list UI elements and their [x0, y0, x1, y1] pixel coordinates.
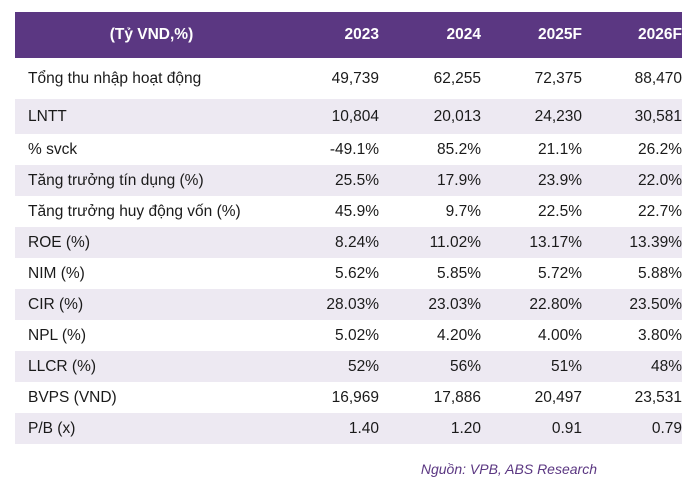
- cell-value: 13.39%: [629, 233, 682, 251]
- table-row: Tăng trưởng huy động vốn (%) 45.9% 9.7% …: [15, 196, 682, 227]
- cell-value: 51%: [550, 357, 582, 375]
- cell-value: 23.03%: [428, 295, 481, 313]
- row-label: LLCR (%): [28, 357, 97, 375]
- cell-value: 52%: [347, 357, 379, 375]
- table-row: BVPS (VND) 16,969 17,886 20,497 23,531: [15, 382, 682, 413]
- table-row: NPL (%) 5.02% 4.20% 4.00% 3.80%: [15, 320, 682, 351]
- cell-value: 11.02%: [429, 233, 481, 251]
- header-2024: 2024: [446, 26, 481, 43]
- cell-value: 72,375: [534, 69, 582, 87]
- cell-value: 48%: [650, 357, 682, 375]
- row-label: CIR (%): [28, 295, 84, 313]
- row-label: NPL (%): [28, 326, 86, 344]
- table-row: % svck -49.1% 85.2% 21.1% 26.2%: [15, 134, 682, 165]
- cell-value: 1.20: [450, 419, 481, 437]
- cell-value: 23.9%: [538, 171, 582, 189]
- cell-value: 45.9%: [335, 202, 379, 220]
- row-label: LNTT: [28, 107, 67, 125]
- cell-value: 20,497: [534, 388, 582, 406]
- table-row: NIM (%) 5.62% 5.85% 5.72% 5.88%: [15, 258, 682, 289]
- table-row: P/B (x) 1.40 1.20 0.91 0.79: [15, 413, 682, 444]
- row-label: BVPS (VND): [28, 388, 117, 406]
- cell-value: 10,804: [331, 107, 379, 125]
- cell-value: 9.7%: [445, 202, 481, 220]
- row-label: ROE (%): [28, 233, 90, 251]
- cell-value: 25.5%: [335, 171, 379, 189]
- cell-value: 5.72%: [538, 264, 582, 282]
- cell-value: 28.03%: [326, 295, 379, 313]
- cell-value: 85.2%: [437, 140, 481, 158]
- cell-value: 0.79: [651, 419, 682, 437]
- cell-value: 23.50%: [629, 295, 682, 313]
- cell-value: 3.80%: [638, 326, 682, 344]
- cell-value: 22.5%: [538, 202, 582, 220]
- cell-value: 4.00%: [538, 326, 582, 344]
- row-label: % svck: [28, 140, 78, 158]
- cell-value: 49,739: [331, 69, 379, 87]
- cell-value: 20,013: [433, 107, 481, 125]
- cell-value: 22.7%: [638, 202, 682, 220]
- cell-value: 26.2%: [638, 140, 682, 158]
- row-label: NIM (%): [28, 264, 85, 282]
- cell-value: 22.80%: [529, 295, 582, 313]
- row-label: P/B (x): [28, 419, 76, 437]
- row-label: Tăng trưởng tín dụng (%): [28, 171, 204, 189]
- cell-value: 22.0%: [638, 171, 682, 189]
- cell-value: 5.02%: [335, 326, 379, 344]
- table-header-row: (Tỷ VND,%) 2023 2024 2025F 2026F: [15, 12, 682, 58]
- cell-value: 56%: [449, 357, 481, 375]
- cell-value: 8.24%: [335, 233, 379, 251]
- row-label: Tăng trưởng huy động vốn (%): [28, 202, 241, 220]
- cell-value: 5.85%: [437, 264, 481, 282]
- cell-value: 16,969: [331, 388, 379, 406]
- table-row: Tăng trưởng tín dụng (%) 25.5% 17.9% 23.…: [15, 165, 682, 196]
- source-note: Nguồn: VPB, ABS Research: [420, 461, 597, 477]
- cell-value: -49.1%: [329, 140, 379, 158]
- header-unit: (Tỷ VND,%): [109, 26, 194, 43]
- cell-value: 0.91: [551, 419, 582, 437]
- cell-value: 88,470: [634, 69, 682, 87]
- cell-value: 17.9%: [437, 171, 481, 189]
- header-2026f: 2026F: [638, 26, 682, 43]
- cell-value: 23,531: [634, 388, 682, 406]
- cell-value: 21.1%: [538, 140, 582, 158]
- header-2025f: 2025F: [538, 26, 582, 43]
- table-row: LLCR (%) 52% 56% 51% 48%: [15, 351, 682, 382]
- cell-value: 4.20%: [437, 326, 481, 344]
- table-row: Tổng thu nhập hoạt động 49,739 62,255 72…: [15, 58, 682, 99]
- cell-value: 17,886: [433, 388, 481, 406]
- cell-value: 24,230: [534, 107, 582, 125]
- cell-value: 5.88%: [638, 264, 682, 282]
- cell-value: 62,255: [433, 69, 481, 87]
- cell-value: 30,581: [634, 107, 682, 125]
- row-label: Tổng thu nhập hoạt động: [28, 69, 202, 87]
- cell-value: 1.40: [348, 419, 379, 437]
- header-2023: 2023: [344, 26, 379, 43]
- table-row: LNTT 10,804 20,013 24,230 30,581: [15, 99, 682, 134]
- financial-table: (Tỷ VND,%) 2023 2024 2025F 2026F Tổng th…: [15, 12, 682, 444]
- table-row: CIR (%) 28.03% 23.03% 22.80% 23.50%: [15, 289, 682, 320]
- table-row: ROE (%) 8.24% 11.02% 13.17% 13.39%: [15, 227, 682, 258]
- cell-value: 13.17%: [529, 233, 582, 251]
- cell-value: 5.62%: [335, 264, 379, 282]
